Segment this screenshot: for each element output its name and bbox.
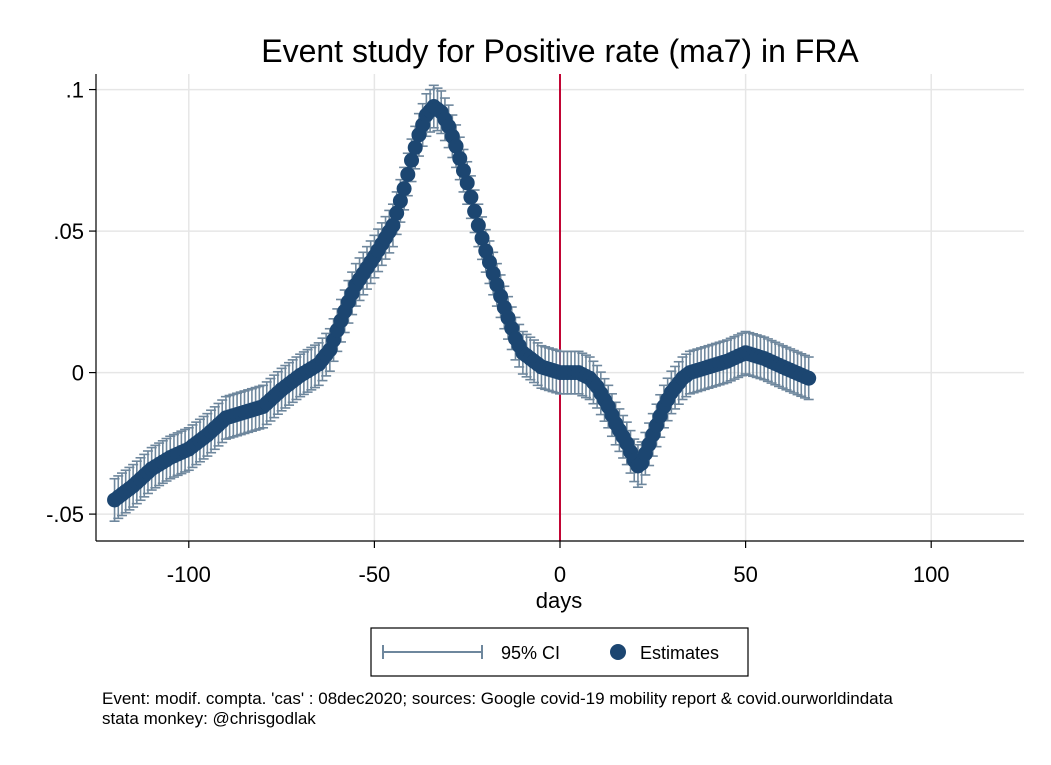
- chart-title: Event study for Positive rate (ma7) in F…: [261, 33, 859, 69]
- estimate-point: [489, 277, 505, 293]
- axes: -.05 0 .05 .1 -100 -50 0 50 100: [46, 74, 1024, 587]
- y-tick-label: .1: [66, 78, 84, 103]
- estimate-point: [481, 254, 497, 270]
- estimate-point: [392, 193, 408, 209]
- legend: 95% CI Estimates: [370, 627, 749, 677]
- estimate-point: [467, 203, 483, 219]
- y-tick-label: 0: [72, 361, 84, 386]
- estimate-point: [478, 243, 494, 259]
- estimate-point: [452, 150, 468, 166]
- y-tick-label: -.05: [46, 502, 84, 527]
- estimate-point: [485, 266, 501, 282]
- estimate-point: [455, 163, 471, 179]
- legend-estimates-symbol: [610, 644, 626, 660]
- x-tick-label: 50: [733, 562, 757, 587]
- estimate-point: [400, 166, 416, 182]
- estimate-point: [474, 230, 490, 246]
- y-tick-label: .05: [53, 219, 84, 244]
- estimate-point: [493, 288, 509, 304]
- source-note: Event: modif. compta. 'cas' : 08dec2020;…: [102, 689, 893, 708]
- estimate-point: [459, 175, 475, 191]
- x-tick-label: 0: [554, 562, 566, 587]
- estimate-point: [463, 189, 479, 205]
- estimate-point: [396, 181, 412, 197]
- author-note: stata monkey: @chrisgodlak: [102, 709, 316, 728]
- estimate-point: [385, 217, 401, 233]
- legend-estimates-label: Estimates: [640, 643, 719, 663]
- estimate-point: [448, 138, 464, 154]
- estimate-point: [470, 217, 486, 233]
- estimate-point: [389, 205, 405, 221]
- estimate-point: [404, 152, 420, 168]
- x-tick-label: 100: [913, 562, 950, 587]
- estimate-point: [801, 370, 817, 386]
- legend-ci-symbol: [382, 645, 483, 659]
- x-axis-label: days: [536, 588, 582, 613]
- estimate-point: [407, 140, 423, 156]
- x-tick-label: -50: [359, 562, 391, 587]
- estimate-points-layer: [107, 99, 817, 508]
- x-tick-label: -100: [167, 562, 211, 587]
- legend-ci-label: 95% CI: [501, 643, 560, 663]
